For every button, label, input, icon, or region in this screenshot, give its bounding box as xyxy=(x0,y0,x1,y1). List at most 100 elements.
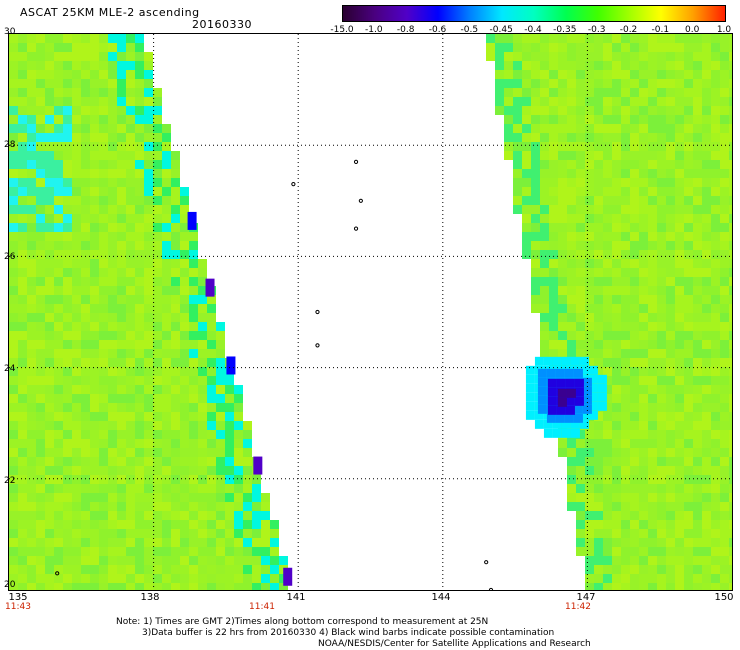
east-swath-cell xyxy=(585,574,594,583)
west-swath-cell xyxy=(234,457,243,466)
east-swath-cell xyxy=(630,421,639,430)
east-swath-cell xyxy=(648,205,657,214)
east-swath-cell xyxy=(648,187,657,196)
west-swath-cell xyxy=(36,160,45,169)
west-swath-cell xyxy=(198,295,207,304)
west-swath-cell xyxy=(63,214,72,223)
west-swath-cell xyxy=(189,565,198,574)
east-swath-cell xyxy=(630,250,639,259)
east-swath-cell xyxy=(594,88,603,97)
east-swath-cell xyxy=(567,34,576,43)
east-swath-cell xyxy=(711,277,720,286)
east-swath-cell xyxy=(675,358,684,367)
east-swath-cell xyxy=(522,187,531,196)
east-swath-cell xyxy=(621,61,630,70)
west-swath-cell xyxy=(27,457,36,466)
east-swath-cell xyxy=(693,520,702,529)
east-swath-cell xyxy=(549,205,558,214)
west-swath-cell xyxy=(189,529,198,538)
east-swath-cell xyxy=(630,583,639,590)
east-swath-cell xyxy=(684,52,693,61)
west-swath-cell xyxy=(153,340,162,349)
anomaly-cell xyxy=(556,405,566,415)
east-swath-cell xyxy=(729,268,732,277)
east-swath-cell xyxy=(585,169,594,178)
west-swath-cell xyxy=(189,439,198,448)
east-swath-cell xyxy=(603,484,612,493)
east-swath-cell xyxy=(603,439,612,448)
east-swath-cell xyxy=(630,286,639,295)
west-swath-cell xyxy=(135,439,144,448)
west-swath-cell xyxy=(144,511,153,520)
west-swath-cell xyxy=(198,430,207,439)
west-swath-cell xyxy=(171,556,180,565)
west-swath-cell xyxy=(270,583,279,590)
east-swath-cell xyxy=(693,394,702,403)
west-swath-cell xyxy=(54,250,63,259)
east-swath-cell xyxy=(558,313,567,322)
anomaly-cell xyxy=(556,378,566,388)
west-swath-cell xyxy=(54,538,63,547)
east-swath-cell xyxy=(684,367,693,376)
east-swath-cell xyxy=(540,97,549,106)
west-swath-cell xyxy=(36,79,45,88)
west-swath-cell xyxy=(144,97,153,106)
west-swath-cell xyxy=(153,430,162,439)
east-swath-cell xyxy=(558,259,567,268)
west-swath-cell xyxy=(189,322,198,331)
island-outline xyxy=(55,571,60,576)
east-swath-cell xyxy=(675,421,684,430)
west-swath-cell xyxy=(171,421,180,430)
lon-label-150: 150 xyxy=(714,592,734,603)
east-swath-cell xyxy=(729,88,732,97)
west-swath-cell xyxy=(180,520,189,529)
west-swath-cell xyxy=(153,277,162,286)
west-swath-cell xyxy=(144,520,153,529)
west-swath-cell xyxy=(225,430,234,439)
east-swath-cell xyxy=(720,529,729,538)
east-swath-cell xyxy=(711,142,720,151)
east-swath-cell xyxy=(702,403,711,412)
east-swath-cell xyxy=(648,574,657,583)
west-swath-cell xyxy=(198,313,207,322)
east-swath-cell xyxy=(657,142,666,151)
west-swath-cell xyxy=(108,241,117,250)
west-swath-cell xyxy=(108,160,117,169)
east-swath-cell xyxy=(702,340,711,349)
west-swath-cell xyxy=(117,421,126,430)
east-swath-cell xyxy=(567,448,576,457)
west-swath-cell xyxy=(72,403,81,412)
west-swath-cell xyxy=(144,61,153,70)
east-swath-cell xyxy=(666,403,675,412)
east-swath-cell xyxy=(612,511,621,520)
east-swath-cell xyxy=(639,511,648,520)
west-swath-cell xyxy=(99,385,108,394)
east-swath-cell xyxy=(630,268,639,277)
east-swath-cell xyxy=(522,133,531,142)
anomaly-cell xyxy=(552,419,562,429)
product-title: ASCAT 25KM MLE-2 ascending xyxy=(20,6,200,19)
west-swath-cell xyxy=(135,259,144,268)
east-swath-cell xyxy=(675,70,684,79)
west-swath-cell xyxy=(189,385,198,394)
west-swath-cell xyxy=(216,448,225,457)
east-swath-cell xyxy=(630,412,639,421)
east-swath-cell xyxy=(657,223,666,232)
west-swath-cell xyxy=(36,196,45,205)
west-swath-cell xyxy=(81,205,90,214)
east-swath-cell xyxy=(486,34,495,43)
west-swath-cell xyxy=(135,529,144,538)
anomaly-cell xyxy=(561,428,571,438)
east-swath-cell xyxy=(540,43,549,52)
west-swath-cell xyxy=(135,502,144,511)
west-swath-cell xyxy=(189,394,198,403)
east-swath-cell xyxy=(639,178,648,187)
west-swath-cell xyxy=(54,547,63,556)
east-swath-cell xyxy=(666,187,675,196)
west-swath-cell xyxy=(99,574,108,583)
east-swath-cell xyxy=(630,88,639,97)
west-swath-cell xyxy=(126,304,135,313)
west-swath-cell xyxy=(81,475,90,484)
west-swath-cell xyxy=(135,466,144,475)
west-swath-cell xyxy=(90,88,99,97)
